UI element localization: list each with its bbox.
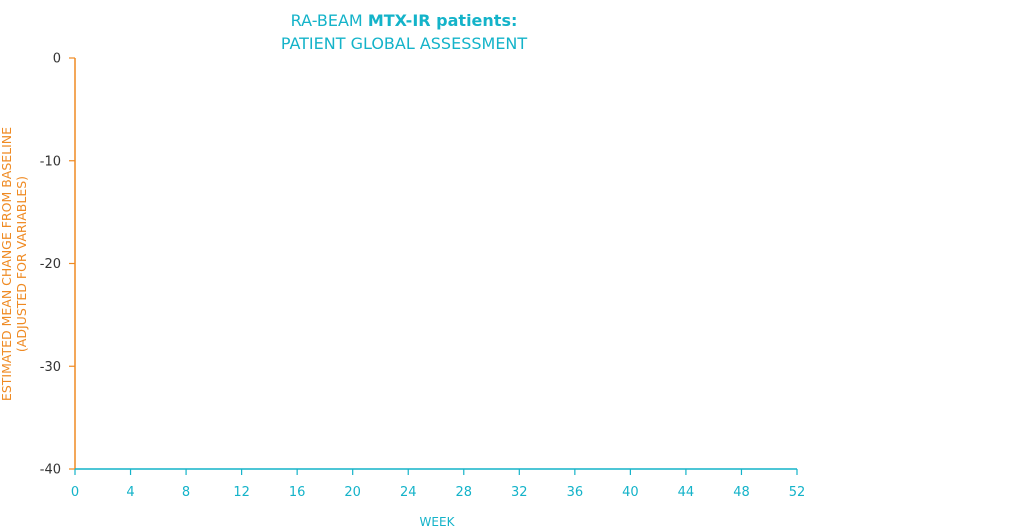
x-tick-label: 8 bbox=[182, 485, 190, 500]
chart-title-bold: MTX-IR patients: bbox=[367, 11, 518, 30]
x-tick-label: 20 bbox=[344, 485, 361, 500]
x-tick-label: 36 bbox=[567, 485, 584, 500]
x-tick-label: 16 bbox=[289, 485, 306, 500]
x-tick-label: 0 bbox=[71, 485, 79, 500]
x-tick-label: 24 bbox=[400, 485, 417, 500]
x-axis-label: WEEK bbox=[419, 515, 455, 529]
x-tick-label: 12 bbox=[233, 485, 250, 500]
x-tick-label: 4 bbox=[126, 485, 134, 500]
chart-title: RA-BEAM MTX-IR patients: PATIENT GLOBAL … bbox=[204, 9, 604, 55]
x-axis: 0 4 8 12 16 20 24 28 32 36 40 44 48 52 bbox=[71, 468, 806, 500]
x-tick-label: 28 bbox=[455, 485, 472, 500]
x-tick-label: 48 bbox=[733, 485, 750, 500]
y-tick-label: -40 bbox=[40, 463, 61, 478]
x-tick-label: 44 bbox=[678, 485, 695, 500]
x-tick-label: 32 bbox=[511, 485, 528, 500]
x-tick-label: 52 bbox=[789, 485, 806, 500]
chart-subtitle: PATIENT GLOBAL ASSESSMENT bbox=[280, 34, 528, 53]
y-tick-label: 0 bbox=[53, 52, 61, 67]
x-tick-label: 40 bbox=[622, 485, 639, 500]
chart-title-line1: RA-BEAM MTX-IR patients: bbox=[204, 9, 604, 32]
y-tick-label: -30 bbox=[40, 360, 61, 375]
y-axis: 0 -10 -20 -30 -40 bbox=[40, 52, 76, 478]
chart-title-prefix: RA-BEAM bbox=[290, 11, 368, 30]
y-tick-label: -10 bbox=[40, 154, 61, 169]
y-tick-label: -20 bbox=[40, 257, 61, 272]
